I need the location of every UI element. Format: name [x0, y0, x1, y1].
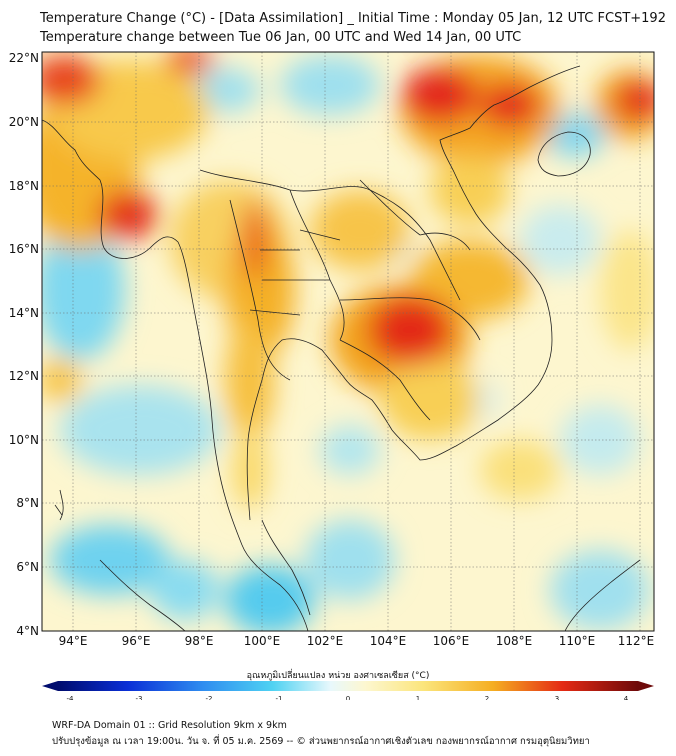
lon-label: 100°E	[244, 634, 281, 648]
map-figure: 22°N 20°N 18°N 16°N 14°N 12°N 10°N 8°N 6…	[9, 51, 655, 700]
lon-label: 102°E	[307, 634, 344, 648]
lon-label: 110°E	[559, 634, 596, 648]
lat-label: 22°N	[9, 51, 39, 65]
lat-label: 4°N	[16, 624, 39, 638]
colorbar-max-arrow	[638, 681, 654, 691]
temperature-field	[42, 52, 654, 631]
gridlines	[42, 52, 654, 631]
lon-label: 112°E	[618, 634, 655, 648]
colorbar-tick: -3	[136, 695, 143, 700]
longitude-labels: 94°E 96°E 98°E 100°E 102°E 104°E 106°E 1…	[59, 634, 655, 648]
lon-label: 104°E	[370, 634, 407, 648]
coastlines-and-borders	[42, 65, 641, 631]
colorbar-gradient	[58, 681, 638, 691]
colorbar-title: อุณหภูมิเปลี่ยนแปลง หน่วย องศาเซลเซียส (…	[246, 671, 430, 681]
colorbar-tick: 1	[416, 695, 420, 700]
colorbar-tick: -4	[67, 695, 75, 700]
lon-label: 98°E	[185, 634, 214, 648]
map-subtitle: Temperature change between Tue 06 Jan, 0…	[40, 30, 522, 45]
colorbar-min-arrow	[42, 681, 58, 691]
lat-label: 20°N	[9, 115, 39, 129]
lat-label: 14°N	[9, 306, 39, 320]
lat-label: 16°N	[9, 242, 39, 256]
footer-credit: ปรับปรุงข้อมูล ณ เวลา 19:00น. วัน จ. ที่…	[52, 736, 590, 747]
colorbar-tick: -2	[206, 695, 213, 700]
colorbar-tick: 2	[485, 695, 489, 700]
lat-label: 12°N	[9, 369, 39, 383]
lat-label: 6°N	[16, 560, 39, 574]
map-frame	[41, 51, 655, 632]
colorbar-tick: 4	[624, 695, 629, 700]
colorbar: -4 -3 -2 -1 0 1 2 3 4	[42, 681, 654, 700]
lon-label: 96°E	[122, 634, 151, 648]
lon-label: 94°E	[59, 634, 88, 648]
colorbar-tick: 3	[555, 695, 559, 700]
latitude-labels: 22°N 20°N 18°N 16°N 14°N 12°N 10°N 8°N 6…	[9, 51, 39, 638]
lon-label: 106°E	[433, 634, 470, 648]
footer-model-info: WRF-DA Domain 01 :: Grid Resolution 9km …	[52, 720, 287, 731]
lat-label: 10°N	[9, 433, 39, 447]
lat-label: 18°N	[9, 179, 39, 193]
colorbar-tick: -1	[276, 695, 283, 700]
lon-label: 108°E	[496, 634, 533, 648]
lat-label: 8°N	[16, 496, 39, 510]
map-title: Temperature Change (°C) - [Data Assimila…	[40, 11, 666, 26]
colorbar-tick: 0	[346, 695, 350, 700]
